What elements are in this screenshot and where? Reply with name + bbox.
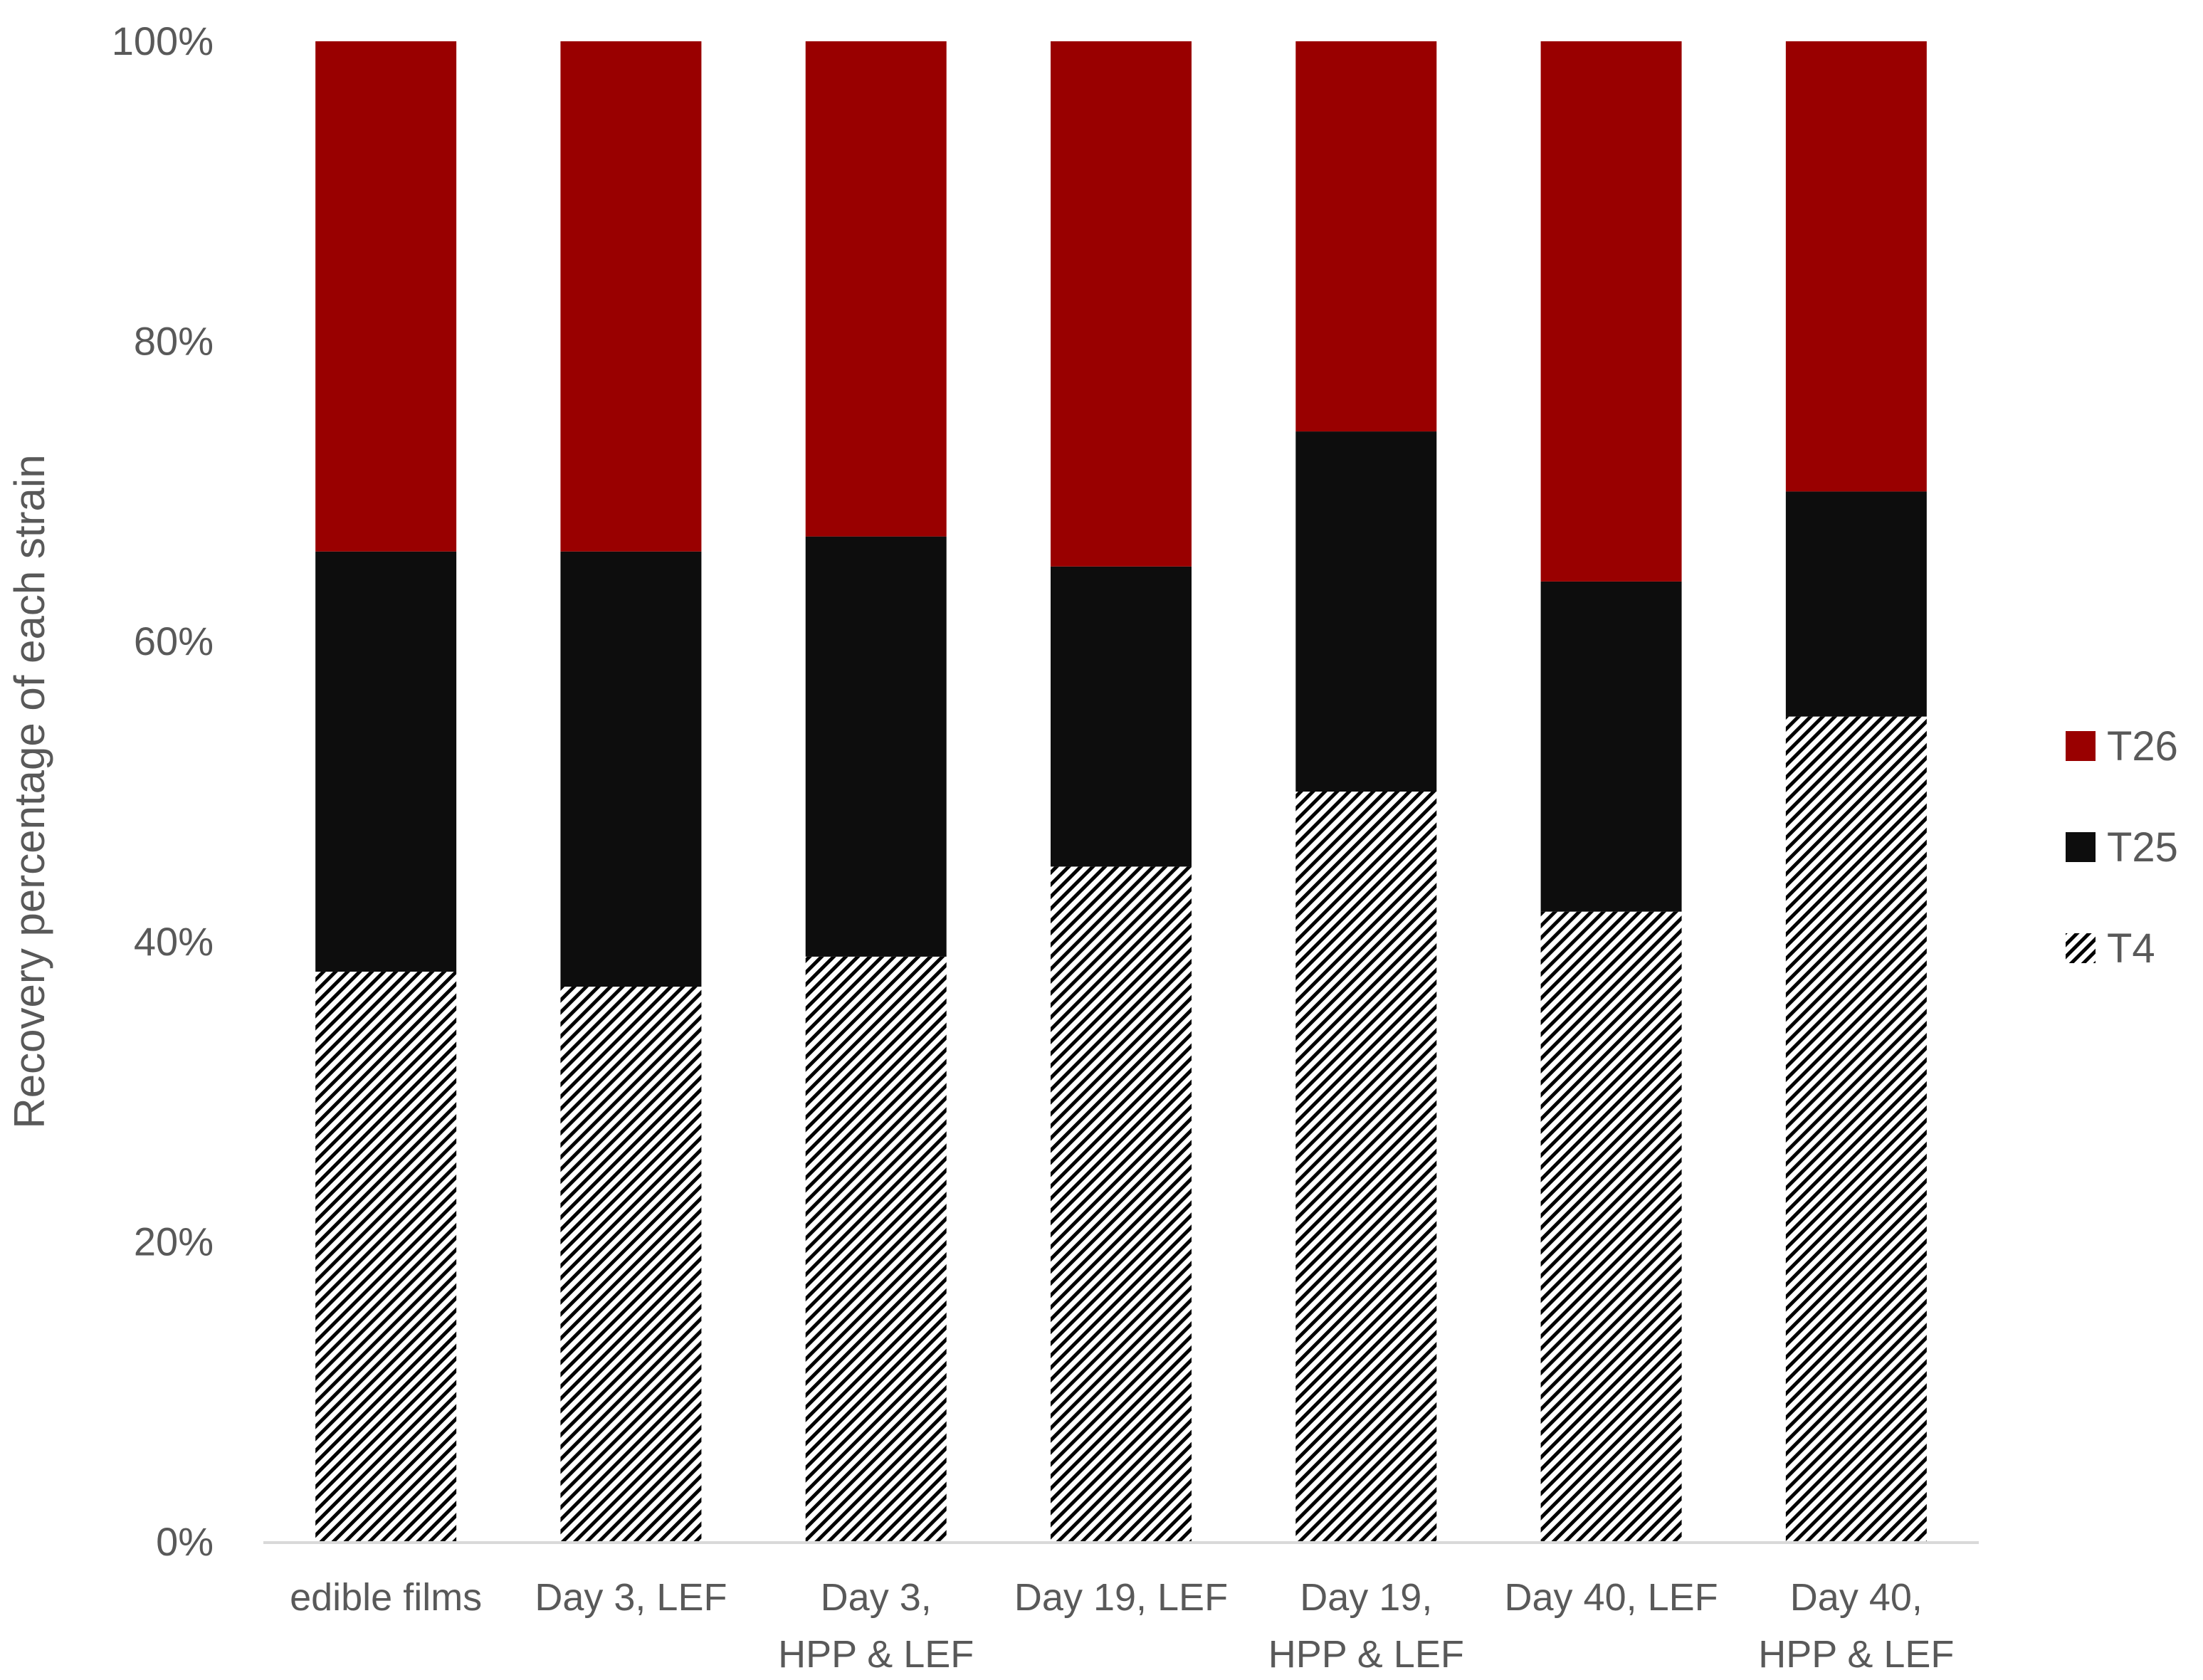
y-tick-label: 20%	[134, 1219, 214, 1264]
bar-segment-t26-4	[1295, 41, 1437, 432]
plot-area	[315, 41, 1927, 1542]
x-tick-label: Day 3, HPP & LEF	[778, 1576, 974, 1676]
legend-swatch-t4	[2066, 933, 2096, 963]
bar-segment-t26-5	[1540, 41, 1682, 582]
legend-swatch-t25	[2066, 832, 2096, 862]
legend-label-t25: T25	[2107, 824, 2178, 871]
y-axis: 0% 20% 40% 60% 80% 100%	[112, 19, 214, 1564]
bar-segment-t4-4	[1295, 792, 1437, 1542]
y-axis-title: Recovery percentage of each strain	[6, 454, 53, 1128]
legend-label-t26: T26	[2107, 723, 2178, 770]
bar-segment-t25-4	[1295, 431, 1437, 792]
y-tick-label: 60%	[134, 619, 214, 663]
bar-segment-t26-3	[1051, 41, 1192, 567]
x-tick-label: Day 19, LEF	[1014, 1576, 1228, 1619]
y-tick-label: 80%	[134, 319, 214, 364]
bar-segment-t25-3	[1051, 566, 1192, 867]
bar-segment-t4-3	[1051, 866, 1192, 1542]
x-tick-label: edible films	[290, 1576, 482, 1619]
bar-segment-t25-5	[1540, 581, 1682, 912]
y-tick-label: 0%	[156, 1519, 214, 1564]
legend-swatch-t26	[2066, 731, 2096, 761]
bar-segment-t25-2	[805, 536, 947, 957]
bar-segment-t26-2	[805, 41, 947, 537]
x-tick-label: Day 19, HPP & LEF	[1268, 1576, 1464, 1676]
bar-segment-t4-5	[1540, 911, 1682, 1542]
bar-segment-t4-2	[805, 956, 947, 1542]
bar-segment-t26-1	[560, 41, 702, 552]
bar-segment-t26-6	[1785, 41, 1927, 492]
bar-segment-t25-0	[315, 551, 457, 972]
bar-segment-t26-0	[315, 41, 457, 552]
x-tick-label: Day 40, LEF	[1505, 1576, 1718, 1619]
y-tick-label: 40%	[134, 919, 214, 964]
bar-segment-t4-1	[560, 987, 702, 1542]
y-tick-label: 100%	[112, 19, 214, 63]
legend-label-t4: T4	[2107, 925, 2155, 972]
bar-segment-t4-6	[1785, 716, 1927, 1542]
bar-segment-t25-6	[1785, 491, 1927, 717]
x-axis: edible films Day 3, LEF Day 3, HPP & LEF Day…	[263, 1541, 1979, 1676]
bar-segment-t25-1	[560, 551, 702, 987]
x-tick-label: Day 3, LEF	[535, 1576, 727, 1619]
legend: T26 T25 T4	[2066, 723, 2178, 972]
bar-segment-t4-0	[315, 971, 457, 1542]
x-tick-label: Day 40, HPP & LEF	[1758, 1576, 1954, 1676]
